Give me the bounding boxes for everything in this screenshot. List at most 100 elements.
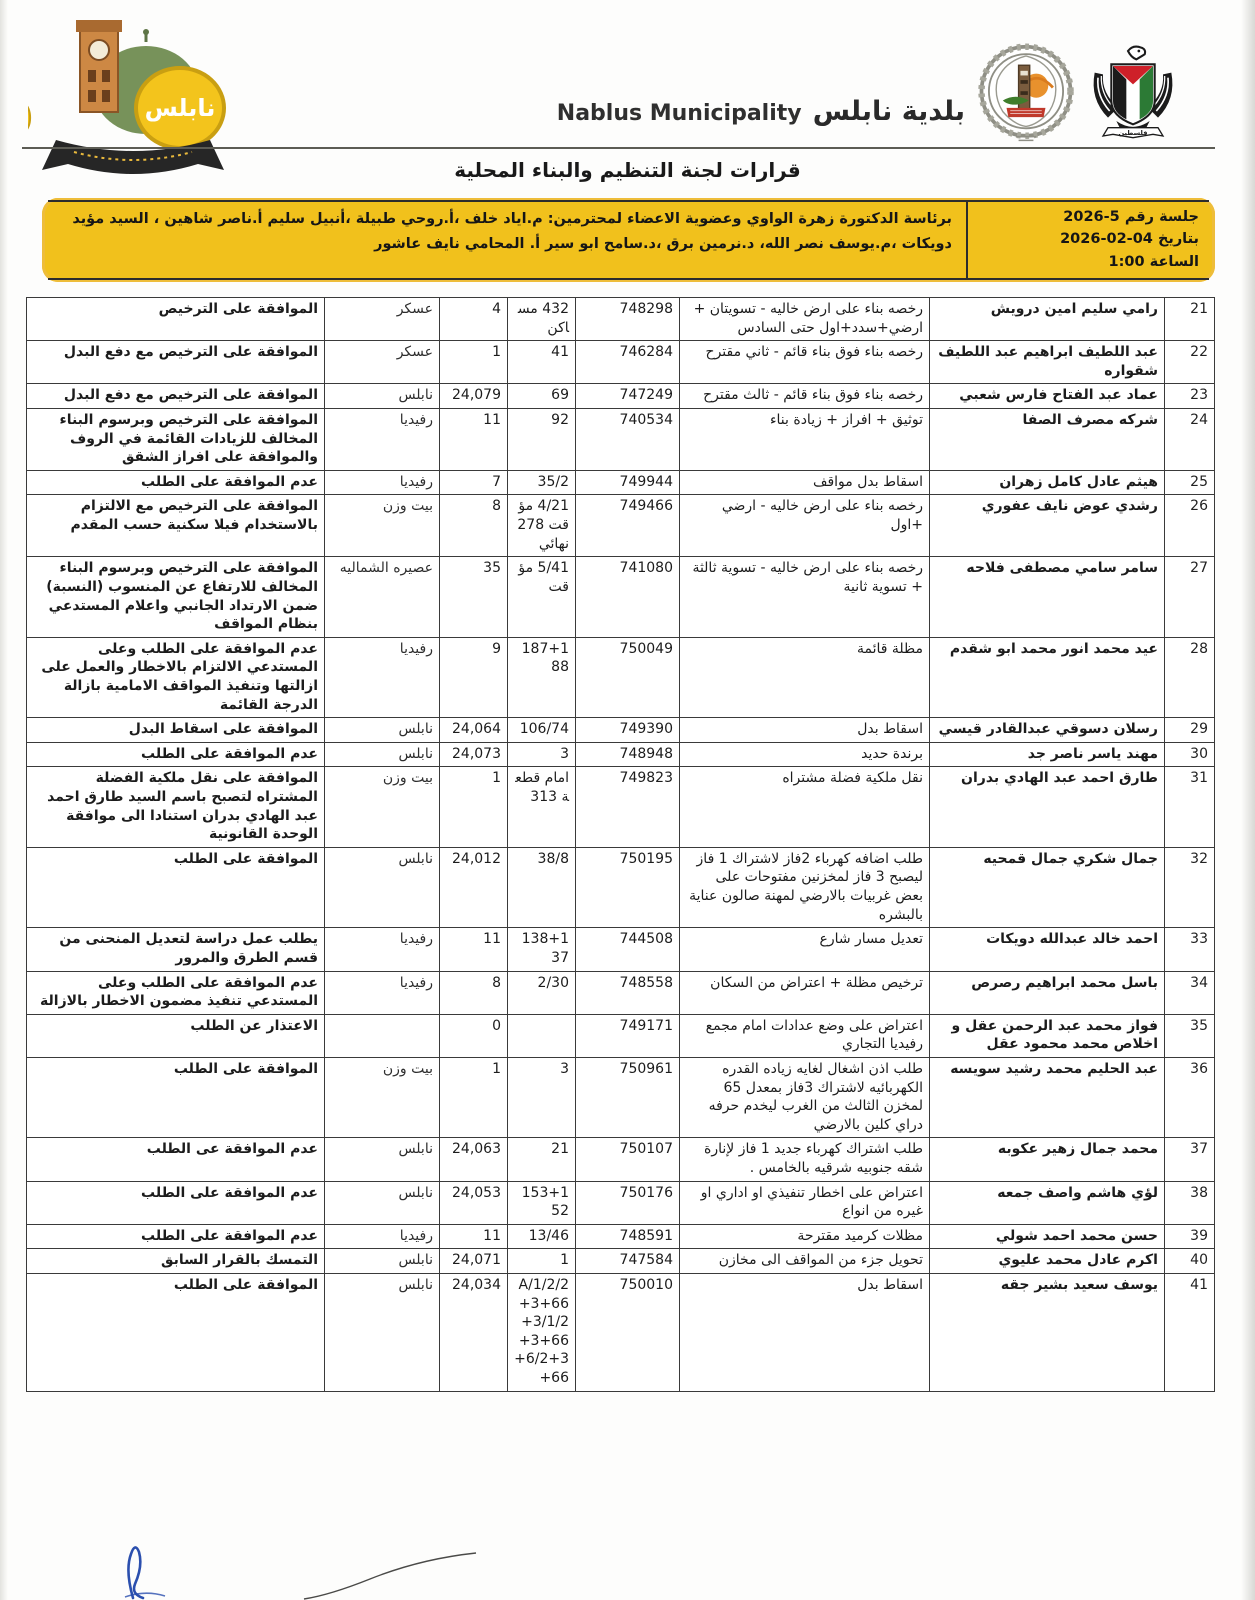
request-description: طلب اذن اشغال لغايه زياده القدره الكهربا… (679, 1056, 930, 1139)
applicant-name: عيد محمد انور محمد ابو شقدم (929, 636, 1165, 719)
decision-text: الاعتذار عن الطلب (26, 1013, 325, 1058)
file-number: 750961 (575, 1056, 680, 1139)
applicant-name: عبد الحليم محمد رشيد سويسه (929, 1056, 1165, 1139)
block-number: 24,079 (439, 383, 508, 410)
area-name: نابلس (324, 741, 440, 768)
parcel-number: 187+188 (507, 636, 576, 719)
parcel-number: 5/41 مؤقت (507, 556, 576, 638)
decision-text: الموافقة على الترخيص (26, 296, 325, 342)
row-number: 33 (1164, 927, 1215, 972)
session-time: الساعة 1:00 (1108, 253, 1199, 270)
row-number: 28 (1164, 636, 1215, 719)
request-description: اسقاط بدل مواقف (679, 469, 930, 496)
decision-text: عدم الموافقة على الطلب (26, 469, 325, 496)
table-row: 25 هيثم عادل كامل زهران اسقاط بدل مواقف … (26, 469, 1215, 496)
parcel-number: 3 (507, 1056, 576, 1139)
block-number: 35 (439, 556, 508, 638)
session-number: جلسة رقم 5-2026 (1063, 209, 1199, 225)
parcel-number: 2/30 (507, 970, 576, 1015)
decision-text: الموافقة على الطلب (26, 846, 325, 929)
file-number: 748948 (575, 741, 680, 768)
parcel-number: 432 مساكن (507, 296, 576, 342)
table-row: 40 اكرم عادل محمد عليوي تحويل جزء من الم… (26, 1248, 1215, 1275)
table-row: 21 رامي سليم امين درويش رخصه بناء على ار… (26, 296, 1215, 342)
file-number: 749823 (575, 766, 680, 848)
block-number: 24,034 (439, 1273, 508, 1392)
file-number: 750010 (575, 1273, 680, 1392)
row-number: 32 (1164, 846, 1215, 929)
row-number: 29 (1164, 717, 1215, 743)
block-number: 24,063 (439, 1137, 508, 1182)
table-row: 31 طارق احمد عبد الهادي بدران نقل ملكية … (26, 766, 1215, 848)
request-description: رخصه بناء على ارض خاليه - تسوية ثالثة + … (679, 556, 930, 638)
applicant-name: عماد عبد الفتاح فارس شعبي (929, 383, 1165, 410)
area-name: رفيديا (324, 970, 440, 1015)
decision-text: التمسك بالقرار السابق (26, 1248, 325, 1275)
row-number: 30 (1164, 741, 1215, 768)
area-name: بيت وزن (324, 766, 440, 848)
row-number: 37 (1164, 1137, 1215, 1182)
file-number: 750107 (575, 1137, 680, 1182)
table-row: 30 مهند ياسر ناصر جد برندة حديد 748948 3… (26, 741, 1215, 768)
applicant-name: محمد جمال زهير عكوبه (929, 1137, 1165, 1182)
decision-text: الموافقة على الطلب (26, 1273, 325, 1392)
document-title: قرارات لجنة التنظيم والبناء المحلية (454, 158, 801, 182)
table-row: 29 رسلان دسوقي عبدالقادر قيسي اسقاط بدل … (26, 717, 1215, 743)
nablus-municipality-seal-icon (978, 43, 1074, 142)
parcel-number: امام قطعة 313 (507, 766, 576, 848)
block-number: 1 (439, 1056, 508, 1139)
table-row: 27 سامر سامي مصطفى فلاحه رخصه بناء على ا… (26, 556, 1215, 638)
block-number: 24,071 (439, 1248, 508, 1275)
row-number: 27 (1164, 556, 1215, 638)
decision-text: الموافقة على الترخيص وبرسوم البناء المخا… (26, 556, 325, 638)
session-members: برئاسة الدكتورة زهرة الواوي وعضوية الاعض… (72, 211, 952, 253)
area-name: نابلس (324, 1273, 440, 1392)
session-inner-table: جلسة رقم 5-2026 بتاريخ 04-02-2026 الساعة… (48, 200, 1209, 280)
decision-text: الموافقة على الترخيص مع دفع البدل (26, 383, 325, 410)
file-number: 747249 (575, 383, 680, 410)
area-name: نابلس (324, 1137, 440, 1182)
applicant-name: حسن محمد احمد شولي (929, 1223, 1165, 1250)
area-name: عسكر (324, 340, 440, 385)
block-number: 7 (439, 469, 508, 496)
parcel-number: 92 (507, 408, 576, 471)
block-number: 11 (439, 927, 508, 972)
block-number: 9 (439, 636, 508, 719)
decision-text: الموافقة على الترخيص وبرسوم البناء المخا… (26, 408, 325, 471)
request-description: رخصه بناء فوق بناء قائم - ثاني مقترح (679, 340, 930, 385)
applicant-name: سامر سامي مصطفى فلاحه (929, 556, 1165, 638)
area-name: رفيديا (324, 1223, 440, 1250)
brand-english: Nablus Municipality (556, 101, 802, 126)
table-row: 33 احمد خالد عبدالله دويكات تعديل مسار ش… (26, 927, 1215, 972)
parcel-number: 69 (507, 383, 576, 410)
session-date: بتاريخ 04-02-2026 (1060, 231, 1199, 248)
table-row: 34 باسل محمد ابراهيم رصرص ترخيص مظلة + ا… (26, 970, 1215, 1015)
decisions-table: 21 رامي سليم امين درويش رخصه بناء على ار… (26, 296, 1215, 1392)
svg-text:15: 15 (28, 60, 36, 158)
area-name: عصيره الشماليه (324, 556, 440, 638)
block-number: 8 (439, 494, 508, 558)
applicant-name: رامي سليم امين درويش (929, 296, 1165, 342)
request-description: رخصه بناء على ارض خاليه - تسويتان + ارضي… (679, 296, 930, 342)
area-name: عسكر (324, 296, 440, 342)
row-number: 38 (1164, 1180, 1215, 1225)
decision-text: الموافقة على الطلب (26, 1056, 325, 1139)
applicant-name: يوسف سعيد بشير جقه (929, 1273, 1165, 1392)
decision-text: عدم الموافقة على الطلب (26, 1223, 325, 1250)
table-row: 35 فواز محمد عبد الرحمن عقل و اخلاص محمد… (26, 1013, 1215, 1058)
applicant-name: مهند ياسر ناصر جد (929, 741, 1165, 768)
row-number: 35 (1164, 1013, 1215, 1058)
request-description: رخصه بناء فوق بناء قائم - ثالث مقترح (679, 383, 930, 410)
parcel-number: 106/74 (507, 717, 576, 743)
area-name: نابلس (324, 717, 440, 743)
decision-text: الموافقة على اسقاط البدل (26, 717, 325, 743)
row-number: 41 (1164, 1273, 1215, 1392)
request-description: ترخيص مظلة + اعتراض من السكان (679, 970, 930, 1015)
table-row: 26 رشدي عوض نايف عفوري رخصه بناء على ارض… (26, 494, 1215, 558)
file-number: 750195 (575, 846, 680, 929)
brand-arabic: بلدية نابلس (812, 96, 966, 127)
area-name: بيت وزن (324, 1056, 440, 1139)
parcel-number (507, 1013, 576, 1058)
parcel-number: 3 (507, 741, 576, 768)
table-row: 32 جمال شكري جمال قمحيه طلب اضافه كهرباء… (26, 846, 1215, 929)
